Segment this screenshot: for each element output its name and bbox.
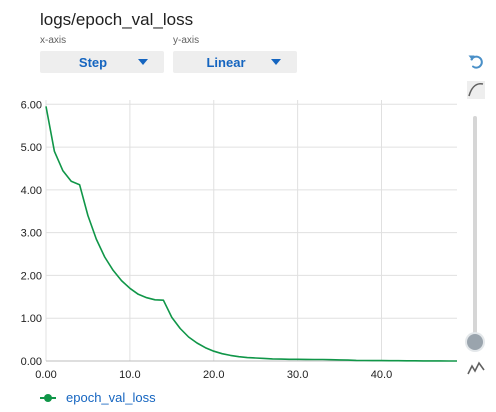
line-chart[interactable]: 0.00 1.00 2.00 3.00 4.00 5.00 6.00 0.00 10.0 20.0…	[0, 92, 466, 384]
x-axis-select[interactable]: Step	[40, 51, 164, 73]
x-tick-label: 10.0	[119, 369, 140, 381]
smoothing-button[interactable]	[466, 80, 486, 100]
x-tick-label: 0.00	[35, 369, 56, 381]
legend: epoch_val_loss	[40, 390, 156, 405]
y-axis-label: y-axis	[173, 35, 200, 46]
outlier-button[interactable]	[466, 358, 486, 378]
y-tick-label: 3.00	[21, 228, 42, 240]
smoothing-slider-track[interactable]	[473, 116, 477, 344]
y-axis-select-value: Linear	[206, 54, 246, 70]
x-axis-select-value: Step	[78, 54, 108, 70]
legend-swatch	[40, 393, 56, 403]
reset-zoom-button[interactable]	[466, 52, 486, 72]
legend-series-label[interactable]: epoch_val_loss	[66, 390, 156, 405]
smoothing-curve-icon	[467, 81, 485, 99]
y-tick-label: 6.00	[21, 99, 42, 111]
x-tick-label: 30.0	[287, 369, 308, 381]
y-tick-label: 2.00	[21, 270, 42, 282]
smoothing-slider-thumb[interactable]	[467, 334, 483, 350]
y-tick-label: 4.00	[21, 185, 42, 197]
caret-down-icon	[138, 59, 148, 65]
x-tick-label: 20.0	[203, 369, 224, 381]
panel-title: logs/epoch_val_loss	[40, 10, 194, 29]
series-line-epoch-val-loss	[45, 106, 457, 362]
y-tick-label: 0.00	[21, 356, 42, 368]
y-axis-select[interactable]: Linear	[173, 51, 297, 73]
reset-zoom-icon	[468, 55, 483, 69]
x-tick-label: 40.0	[371, 369, 392, 381]
outlier-line-icon	[467, 361, 485, 375]
y-tick-label: 5.00	[21, 142, 42, 154]
x-axis-label: x-axis	[40, 35, 67, 46]
y-tick-label: 1.00	[21, 313, 42, 325]
caret-down-icon	[271, 59, 281, 65]
